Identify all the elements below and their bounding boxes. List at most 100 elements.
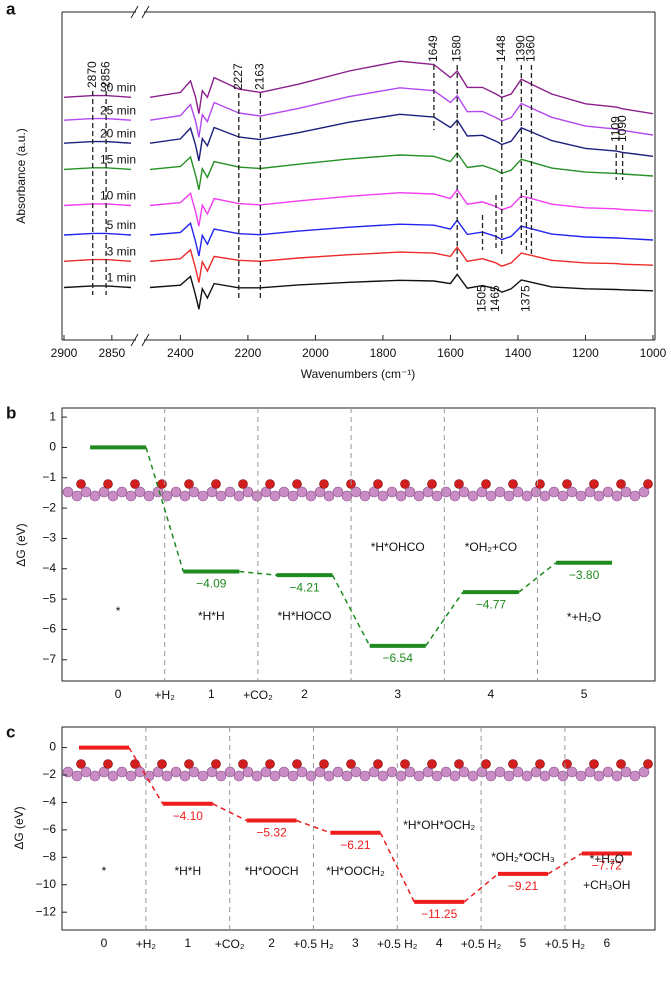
atom bbox=[62, 486, 74, 498]
spectrum-line bbox=[149, 219, 654, 257]
state-label: +CH₃OH bbox=[583, 878, 630, 892]
atom bbox=[557, 770, 569, 782]
x-tick-label: 1 bbox=[184, 936, 191, 950]
atom bbox=[530, 486, 542, 498]
atom bbox=[341, 770, 353, 782]
atom bbox=[278, 766, 290, 778]
peak-label: 1090 bbox=[615, 115, 629, 142]
atom bbox=[206, 486, 218, 498]
atom bbox=[422, 486, 434, 498]
atom bbox=[427, 759, 437, 769]
step-label: +0.5 H₂ bbox=[377, 937, 418, 951]
level-connector bbox=[425, 591, 464, 647]
x-tick-label: 1400 bbox=[505, 346, 532, 360]
spectrum-line bbox=[63, 232, 132, 236]
atom bbox=[346, 759, 356, 769]
y-axis-label: Absorbance (a.u.) bbox=[14, 128, 28, 223]
x-tick-label: 1800 bbox=[370, 346, 397, 360]
step-label: +H₂ bbox=[136, 937, 157, 951]
x-tick-label: 2 bbox=[268, 936, 275, 950]
series-label: 25 min bbox=[100, 103, 136, 117]
atom bbox=[332, 766, 344, 778]
step-label: +CO₂ bbox=[243, 688, 273, 702]
atom bbox=[292, 759, 302, 769]
atom bbox=[368, 486, 380, 498]
atom bbox=[323, 770, 335, 782]
axis-break bbox=[141, 333, 150, 347]
spectrum-line bbox=[63, 117, 132, 121]
panel-label: a bbox=[6, 0, 16, 18]
axis-break bbox=[130, 333, 139, 347]
atom bbox=[454, 759, 464, 769]
series-label: 15 min bbox=[100, 153, 136, 167]
x-tick-label: 5 bbox=[581, 687, 588, 701]
state-label: *H*H bbox=[198, 609, 225, 623]
step-label: +0.5 H₂ bbox=[293, 937, 334, 951]
peak-label: 2870 bbox=[85, 61, 99, 88]
level-connector bbox=[128, 747, 164, 805]
x-tick-label: 2900 bbox=[51, 346, 78, 360]
x-tick-label: 0 bbox=[115, 687, 122, 701]
atom bbox=[620, 766, 632, 778]
atom bbox=[395, 490, 407, 502]
atom bbox=[535, 479, 545, 489]
atom bbox=[494, 766, 506, 778]
atom bbox=[125, 490, 137, 502]
atom bbox=[377, 490, 389, 502]
atom bbox=[431, 490, 443, 502]
atom bbox=[296, 766, 308, 778]
atom bbox=[292, 479, 302, 489]
atom bbox=[584, 766, 596, 778]
spectrum-line bbox=[149, 113, 654, 162]
spectrum-line bbox=[63, 94, 132, 98]
atom bbox=[134, 486, 146, 498]
peak-label: 1649 bbox=[426, 35, 440, 62]
atom bbox=[332, 486, 344, 498]
atom bbox=[107, 490, 119, 502]
atom bbox=[206, 766, 218, 778]
atom bbox=[589, 759, 599, 769]
atom bbox=[224, 486, 236, 498]
atom bbox=[404, 766, 416, 778]
atom bbox=[494, 486, 506, 498]
x-tick-label: 3 bbox=[394, 687, 401, 701]
atom bbox=[341, 490, 353, 502]
level-connector bbox=[547, 852, 583, 875]
series-label: 3 min bbox=[107, 244, 136, 258]
atom bbox=[386, 766, 398, 778]
atom bbox=[233, 770, 245, 782]
panel-label: c bbox=[6, 722, 15, 741]
atom bbox=[233, 490, 245, 502]
spectrum-line bbox=[63, 140, 132, 144]
atom bbox=[521, 770, 533, 782]
atom bbox=[62, 766, 74, 778]
atom bbox=[593, 770, 605, 782]
series-label: 30 min bbox=[100, 80, 136, 94]
atom bbox=[427, 479, 437, 489]
atom bbox=[467, 770, 479, 782]
atom bbox=[350, 766, 362, 778]
atom bbox=[539, 770, 551, 782]
value-label: −6.21 bbox=[340, 838, 371, 852]
atom bbox=[638, 766, 650, 778]
spectrum-line bbox=[63, 167, 132, 171]
y-axis-label: ΔG (eV) bbox=[12, 806, 26, 849]
y-tick-label: −1 bbox=[42, 470, 56, 484]
peak-label: 2163 bbox=[253, 63, 267, 90]
atom bbox=[98, 486, 110, 498]
atom bbox=[323, 490, 335, 502]
series-label: 10 min bbox=[100, 189, 136, 203]
peak-label: 1360 bbox=[524, 35, 538, 62]
state-label: * bbox=[102, 864, 107, 878]
peak-label: 1390 bbox=[514, 35, 528, 62]
atom bbox=[481, 759, 491, 769]
value-label: −7.72 bbox=[592, 859, 623, 873]
level-connector bbox=[239, 570, 277, 576]
atom bbox=[215, 490, 227, 502]
value-label: −4.10 bbox=[173, 809, 204, 823]
atom bbox=[242, 766, 254, 778]
state-label: *H*OH*OCH₂ bbox=[403, 818, 475, 832]
atom bbox=[616, 759, 626, 769]
atom bbox=[188, 486, 200, 498]
atom bbox=[71, 770, 83, 782]
